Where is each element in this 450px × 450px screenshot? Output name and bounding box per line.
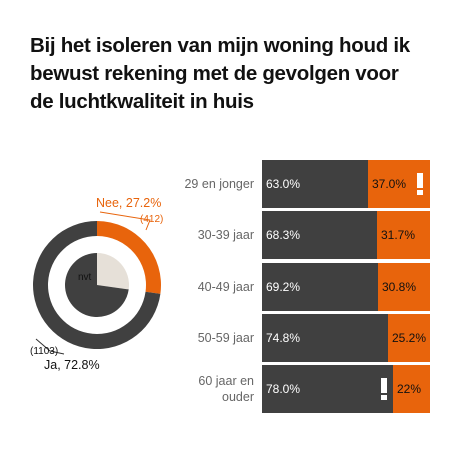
title-line: de luchtkwaliteit in huis — [30, 90, 254, 113]
bar-row: 30-39 jaar 68.3% 31.7% — [150, 211, 430, 259]
bar-segment-nee — [378, 263, 430, 311]
stacked-bar: 78.0% 22% — [262, 365, 430, 413]
ja-callout-line — [35, 338, 65, 355]
ja-count-label: (1103) — [30, 346, 58, 357]
stacked-bar: 68.3% 31.7% — [262, 211, 430, 259]
category-label: 40-49 jaar — [197, 280, 254, 294]
nvt-label: nvt — [78, 272, 92, 283]
category-label: 50-59 jaar — [197, 331, 254, 345]
bar-segment-nee — [393, 365, 430, 413]
data-label-ja: 74.8% — [266, 331, 301, 345]
inner-slice-nvt — [97, 253, 129, 290]
donut-slice-nee — [97, 221, 161, 294]
data-label-nee: 30.8% — [382, 280, 417, 294]
ja-label: Ja, 72.8% — [44, 358, 100, 372]
stacked-bar: 69.2% 30.8% — [262, 263, 430, 311]
exclamation-icon — [417, 173, 423, 195]
page-title: Bij het isoleren van mijn woning houd ik… — [30, 32, 430, 116]
bar-row: 50-59 jaar 74.8% 25.2% — [150, 314, 430, 362]
data-label-nee: 37.0% — [372, 177, 407, 191]
stacked-bar: 63.0% 37.0% — [262, 160, 430, 208]
data-label-ja: 78.0% — [266, 382, 301, 396]
bar-segment-ja — [262, 314, 388, 362]
donut-chart: Nee, 27.2% (412) (1103)Ja, 72.8% nvt — [30, 196, 163, 372]
bar-segment-nee — [388, 314, 430, 362]
data-label-nee: 25.2% — [392, 331, 427, 345]
inner-slice-ja — [65, 253, 129, 317]
bar-segment-nee — [377, 211, 430, 259]
title-line: bewust rekening met de gevolgen voor — [30, 62, 399, 85]
title-line: Bij het isoleren van mijn woning houd ik — [30, 34, 410, 57]
bar-row: 29 en jonger 63.0% 37.0% — [150, 160, 430, 208]
category-label: 29 en jonger — [184, 177, 254, 191]
bar-segment-ja — [262, 160, 368, 208]
data-label-ja: 68.3% — [266, 228, 301, 242]
bar-segment-ja — [262, 211, 377, 259]
nee-count-label: (412) — [140, 214, 163, 225]
data-label-nee: 31.7% — [381, 228, 416, 242]
data-label-ja: 69.2% — [266, 280, 301, 294]
stacked-bar: 74.8% 25.2% — [262, 314, 430, 362]
category-label: 60 jaar en ouder — [198, 374, 254, 404]
bar-row: 40-49 jaar 69.2% 30.8% — [150, 263, 430, 311]
exclamation-icon — [381, 378, 387, 400]
bar-segment-ja — [262, 365, 393, 413]
data-label-ja: 63.0% — [266, 177, 301, 191]
nee-label: Nee, 27.2% — [96, 196, 161, 210]
bar-row: 60 jaar en ouder 78.0% 22% — [150, 365, 430, 413]
data-label-nee: 22% — [397, 382, 422, 396]
nee-callout-line — [99, 211, 151, 231]
stacked-bar-chart: 29 en jonger 63.0% 37.0% 30-39 jaar 68.3% 31.… — [150, 160, 430, 413]
category-label: 30-39 jaar — [197, 228, 254, 242]
bar-segment-ja — [262, 263, 378, 311]
